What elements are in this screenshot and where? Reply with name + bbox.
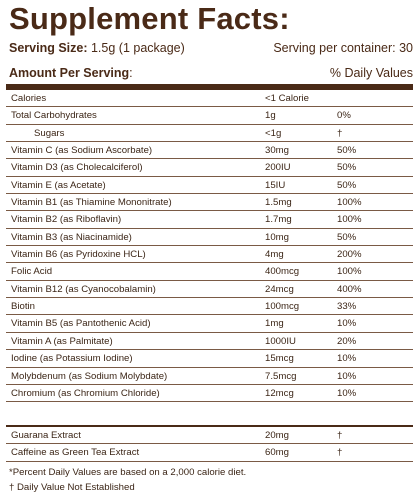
table-row: Sugars <1g †	[6, 125, 413, 143]
nutrient-daily-value: 100%	[337, 197, 362, 209]
nutrient-amount: 1.7mg	[265, 214, 292, 226]
amount-colon: :	[129, 66, 133, 80]
nutrient-amount: 1mg	[265, 318, 284, 330]
nutrient-name: Vitamin B3 (as Niacinamide)	[11, 231, 132, 243]
nutrient-amount: 1.5mg	[265, 197, 292, 209]
amount-header: Amount Per Serving: % Daily Values	[9, 66, 413, 84]
nutrient-daily-value: 50%	[337, 231, 357, 243]
extract-table: Guarana Extract 20mg † Caffeine as Green Te…	[6, 427, 413, 462]
nutrient-amount: 24mcg	[265, 283, 294, 295]
nutrient-daily-value: †	[337, 447, 343, 459]
nutrient-amount: <1g	[265, 127, 282, 139]
nutrient-amount: 7.5mcg	[265, 370, 297, 382]
table-row: Vitamin B1 (as Thiamine Mononitrate) 1.5m…	[6, 194, 413, 212]
nutrient-name: Folic Acid	[11, 266, 53, 278]
nutrient-name: Calories	[11, 93, 47, 104]
table-row: Vitamin A (as Palmitate) 1000IU 20%	[6, 333, 413, 351]
table-row: Guarana Extract 20mg †	[6, 427, 413, 445]
nutrient-name: Vitamin E (as Acetate)	[11, 179, 106, 191]
nutrient-daily-value: 0%	[337, 110, 351, 122]
nutrient-name: Vitamin D3 (as Cholecalciferol)	[11, 162, 143, 174]
nutrient-amount: 1g	[265, 110, 276, 122]
nutrient-daily-value: 10%	[337, 318, 357, 330]
nutrient-daily-value: †	[337, 127, 343, 139]
daily-values-header: % Daily Values	[329, 66, 413, 80]
table-row: Vitamin B12 (as Cyanocobalamin) 24mcg 400%	[6, 281, 413, 299]
table-row: Total Carbohydrates 1g 0%	[6, 107, 413, 125]
footnote-daily-values: *Percent Daily Values are based on a 2,0…	[9, 467, 247, 478]
nutrient-daily-value: 10%	[337, 387, 357, 399]
nutrient-daily-value: 10%	[337, 353, 357, 365]
nutrient-name: Vitamin B1 (as Thiamine Mononitrate)	[11, 197, 172, 209]
nutrient-name: Vitamin B5 (as Pantothenic Acid)	[11, 318, 151, 330]
amount-per-serving-label: Amount Per Serving	[9, 66, 130, 80]
nutrient-amount: 400mcg	[265, 266, 300, 278]
table-row: Caffeine as Green Tea Extract 60mg †	[6, 444, 413, 462]
nutrient-amount: 200IU	[265, 162, 291, 174]
table-row: Vitamin B5 (as Pantothenic Acid) 1mg 10%	[6, 315, 413, 333]
table-row: Vitamin C (as Sodium Ascorbate) 30mg 50%	[6, 142, 413, 160]
serving-info: Serving Size: 1.5g (1 package) Serving p…	[9, 41, 413, 59]
nutrient-daily-value: 50%	[337, 162, 357, 174]
nutrient-name: Caffeine as Green Tea Extract	[11, 447, 140, 459]
nutrient-amount: 60mg	[265, 447, 289, 459]
table-row: Biotin 100mcg 33%	[6, 298, 413, 316]
nutrient-daily-value: 100%	[337, 266, 362, 278]
nutrient-name: Iodine (as Potassium Iodine)	[11, 353, 133, 365]
table-row: Molybdenum (as Sodium Molybdate) 7.5mcg 10…	[6, 368, 413, 385]
nutrient-daily-value: 50%	[337, 179, 357, 191]
nutrient-name: Vitamin B6 (as Pyridoxine HCL)	[11, 249, 146, 261]
nutrient-daily-value: 200%	[337, 249, 362, 261]
nutrient-name: Molybdenum (as Sodium Molybdate)	[11, 370, 168, 382]
nutrient-daily-value: †	[337, 430, 343, 441]
table-row: Calories <1 Calorie	[6, 90, 413, 108]
table-row: Vitamin B6 (as Pyridoxine HCL) 4mg 200%	[6, 246, 413, 264]
thick-divider	[6, 84, 413, 90]
table-row: Vitamin E (as Acetate) 15IU 50%	[6, 177, 413, 195]
nutrient-name: Vitamin A (as Palmitate)	[11, 335, 113, 347]
nutrient-amount: 15mcg	[265, 353, 294, 365]
table-row: Iodine (as Potassium Iodine) 15mcg 10%	[6, 350, 413, 368]
nutrient-amount: 30mg	[265, 145, 289, 157]
nutrient-daily-value: 20%	[337, 335, 357, 347]
nutrient-name: Guarana Extract	[11, 430, 81, 441]
nutrient-amount: 1000IU	[265, 335, 296, 347]
thin-divider	[6, 425, 413, 427]
nutrient-name: Biotin	[11, 301, 35, 313]
serving-size-label: Serving Size:	[9, 41, 88, 55]
nutrient-amount: 10mg	[265, 231, 289, 243]
nutrient-name: Vitamin B12 (as Cyanocobalamin)	[11, 283, 156, 295]
nutrient-name: Vitamin B2 (as Riboflavin)	[11, 214, 122, 226]
nutrient-table: Calories <1 Calorie Total Carbohydrates 1g 0…	[6, 90, 413, 403]
nutrient-amount: 100mcg	[265, 301, 300, 313]
amount-per-serving: Amount Per Serving:	[9, 66, 133, 80]
nutrient-daily-value: 33%	[337, 301, 357, 313]
footnote-not-established: † Daily Value Not Established	[9, 482, 135, 493]
nutrient-amount: <1 Calorie	[265, 93, 309, 104]
nutrient-daily-value: 100%	[337, 214, 362, 226]
table-row: Vitamin B2 (as Riboflavin) 1.7mg 100%	[6, 211, 413, 229]
nutrient-amount: 20mg	[265, 430, 289, 441]
nutrient-daily-value: 10%	[337, 370, 357, 382]
table-row: Chromium (as Chromium Chloride) 12mcg 10%	[6, 385, 413, 403]
nutrient-daily-value: 50%	[337, 145, 357, 157]
nutrient-amount: 4mg	[265, 249, 284, 261]
nutrient-name: Total Carbohydrates	[11, 110, 97, 122]
nutrient-amount: 12mcg	[265, 387, 294, 399]
nutrient-name: Sugars	[34, 127, 65, 139]
table-row: Folic Acid 400mcg 100%	[6, 263, 413, 281]
table-row: Vitamin D3 (as Cholecalciferol) 200IU 50%	[6, 159, 413, 177]
servings-per-container: Serving per container: 30	[273, 41, 413, 55]
nutrient-daily-value: 400%	[337, 283, 362, 295]
table-row: Vitamin B3 (as Niacinamide) 10mg 50%	[6, 229, 413, 247]
nutrient-amount: 15IU	[265, 179, 286, 191]
serving-size-value: 1.5g (1 package)	[90, 41, 185, 55]
panel-title: Supplement Facts:	[9, 1, 290, 36]
nutrient-name: Vitamin C (as Sodium Ascorbate)	[11, 145, 153, 157]
serving-size: Serving Size: 1.5g (1 package)	[9, 41, 185, 55]
nutrient-name: Chromium (as Chromium Chloride)	[11, 387, 160, 399]
